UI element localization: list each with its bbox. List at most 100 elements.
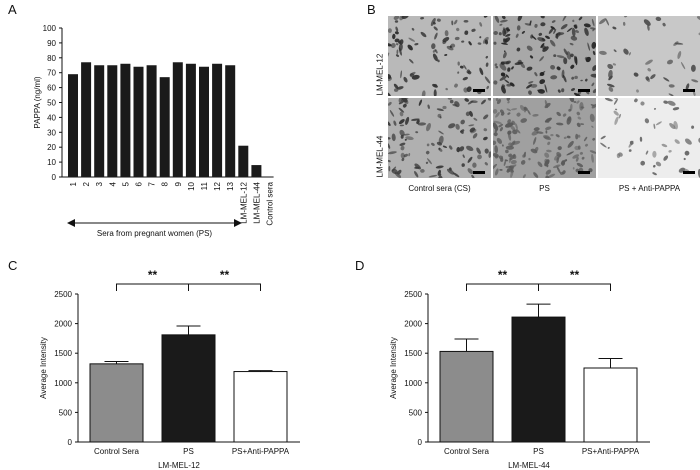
y-tick-label-d: 0: [418, 438, 423, 447]
y-tick-label-d: 1000: [404, 379, 422, 388]
x-tick-label-a: 4: [108, 181, 117, 186]
bar-c: [233, 371, 288, 443]
chart-d: 0 500 1000 1500 2000 2500 Average Intensity Con…: [389, 268, 650, 470]
x-tick-label-a: Control sera: [266, 181, 275, 225]
scale-bar: [473, 89, 485, 92]
arrow-head-left-a: [67, 219, 75, 227]
x-tick-label-a: 11: [200, 181, 209, 190]
arrow-head-right-a: [234, 219, 242, 227]
bar-a: [133, 66, 144, 177]
x-axis-label-d: LM-MEL-44: [508, 461, 550, 470]
y-tick-label-d: 500: [409, 408, 423, 417]
bar-c: [161, 334, 216, 443]
y-tick-label-c: 2000: [54, 320, 72, 329]
x-tick-label-c: PS: [183, 447, 194, 456]
y-tick-label-a: 0: [52, 173, 57, 182]
bar-a: [212, 63, 223, 178]
y-tick-label-d: 2000: [404, 320, 422, 329]
bar-a: [107, 65, 118, 177]
bar-a: [199, 66, 209, 177]
bar-a: [146, 65, 157, 177]
y-tick-label-d: 1500: [404, 349, 422, 358]
bar-d: [583, 367, 638, 443]
y-tick-label-a: 10: [47, 158, 56, 167]
bar-a: [94, 65, 105, 177]
y-axis-label-d: Average Intensity: [389, 337, 398, 399]
micrograph-column-label: Control sera (CS): [408, 184, 471, 193]
y-tick-label-a: 90: [47, 39, 56, 48]
x-tick-label-a: 9: [174, 181, 183, 186]
bar-a: [172, 62, 183, 177]
bar-a: [68, 74, 78, 177]
significance-mark-c: **: [220, 268, 230, 282]
micrograph-column-label: PS + Anti-PAPPA: [618, 184, 681, 193]
micrograph-image: [598, 98, 700, 178]
y-tick-label-c: 1000: [54, 379, 72, 388]
x-tick-label-d: PS+Anti-PAPPA: [582, 447, 640, 456]
y-tick-label-a: 70: [47, 69, 56, 78]
y-tick-label-c: 500: [59, 408, 73, 417]
y-tick-label-a: 30: [47, 128, 56, 137]
y-tick-label-a: 80: [47, 54, 56, 63]
significance-bracket-c: [116, 283, 261, 291]
bar-a: [159, 77, 170, 177]
y-tick-label-c: 1500: [54, 349, 72, 358]
bar-a: [81, 62, 92, 177]
x-tick-label-a: LM-MEL-12: [239, 181, 248, 223]
x-axis-label-c: LM-MEL-12: [158, 461, 200, 470]
bar-a: [225, 65, 236, 177]
panel-letter-a: A: [8, 2, 17, 17]
scale-bar: [683, 89, 695, 92]
scale-bar: [473, 171, 485, 174]
y-tick-label-a: 50: [47, 99, 56, 108]
x-tick-label-a: 1: [69, 181, 78, 186]
bar-a: [251, 165, 262, 177]
significance-mark-d: **: [498, 268, 508, 282]
micrograph-image: [388, 16, 491, 96]
bar-a: [120, 63, 131, 178]
bar-c: [89, 363, 144, 443]
x-tick-label-a: 7: [148, 181, 157, 186]
x-tick-label-d: Control Sera: [444, 447, 489, 456]
y-tick-label-a: 100: [43, 24, 57, 33]
x-tick-label-d: PS: [533, 447, 544, 456]
x-tick-label-a: 5: [121, 181, 130, 186]
y-tick-label-a: 60: [47, 84, 56, 93]
micrograph-column-label: PS: [539, 184, 550, 193]
x-tick-label-a: 2: [82, 181, 91, 186]
x-tick-label-a: 13: [226, 181, 235, 190]
micrograph-row-label: LM-MEL-12: [375, 53, 385, 96]
y-tick-label-a: 20: [47, 143, 56, 152]
micrograph-image: [493, 98, 596, 178]
chart-c: 0 500 1000 1500 2000 2500 Average Intensity Con…: [39, 268, 300, 470]
annotation-a: Sera from pregnant women (PS): [97, 229, 212, 238]
x-tick-label-a: 8: [161, 181, 170, 186]
x-tick-label-a: 12: [213, 181, 222, 190]
x-tick-label-a: 10: [187, 181, 196, 190]
scale-bar: [578, 89, 590, 92]
bar-d: [511, 316, 566, 443]
bar-a: [238, 145, 249, 177]
micrograph-image: [598, 16, 700, 96]
scale-bar: [578, 171, 590, 174]
y-axis-label-c: Average Intensity: [39, 337, 48, 399]
significance-mark-c: **: [148, 268, 158, 282]
y-tick-label-d: 2500: [404, 290, 422, 299]
significance-mark-d: **: [570, 268, 580, 282]
micrograph-row-label: LM-MEL-44: [375, 135, 385, 178]
panel-letter-d: D: [355, 258, 365, 273]
y-tick-label-c: 2500: [54, 290, 72, 299]
x-tick-label-a: 6: [135, 181, 144, 186]
x-tick-label-a: 3: [95, 181, 104, 186]
y-tick-label-a: 40: [47, 113, 56, 122]
bar-a: [185, 63, 196, 178]
scale-bar: [683, 171, 695, 174]
x-tick-label-c: PS+Anti-PAPPA: [232, 447, 290, 456]
x-tick-label-c: Control Sera: [94, 447, 139, 456]
micrograph-image: [493, 16, 596, 96]
x-tick-label-a: LM-MEL-44: [252, 181, 261, 223]
y-axis-label-a: PAPPA (ng/ml): [33, 76, 42, 129]
bar-d: [439, 350, 494, 443]
significance-bracket-d: [466, 283, 611, 291]
